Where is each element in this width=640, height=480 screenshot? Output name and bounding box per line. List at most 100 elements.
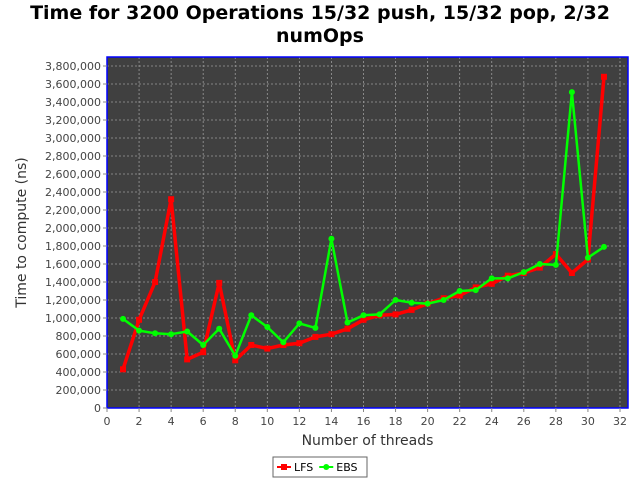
series-ebs-point <box>408 299 415 306</box>
series-ebs-point <box>168 331 175 338</box>
x-tick-label: 32 <box>613 415 627 428</box>
series-ebs-point <box>200 342 207 348</box>
y-tick-label: 2,800,000 <box>45 150 101 163</box>
series-lfs-point <box>232 357 239 364</box>
x-tick-label: 4 <box>168 415 175 428</box>
y-tick-label: 800,000 <box>56 330 102 343</box>
series-lfs-point <box>184 356 191 363</box>
legend-marker-ebs <box>323 464 330 470</box>
series-ebs-point <box>136 327 143 334</box>
series-lfs-point <box>392 311 399 318</box>
series-ebs-point <box>296 320 303 327</box>
series-lfs-point <box>568 270 575 276</box>
series-lfs-point <box>344 325 351 332</box>
series-ebs-point <box>328 235 335 242</box>
series-ebs-point <box>392 297 399 303</box>
series-ebs-point <box>312 324 319 331</box>
y-tick-label: 0 <box>94 402 101 415</box>
y-tick-label: 2,200,000 <box>45 204 101 217</box>
series-lfs-point <box>120 366 127 373</box>
series-lfs-point <box>152 279 159 285</box>
series-lfs-point <box>408 306 415 313</box>
chart-title: Time for 3200 Operations 15/32 push, 15/… <box>30 2 610 47</box>
series-lfs-point <box>456 292 463 299</box>
plot-frame <box>106 56 629 409</box>
series-ebs-point <box>232 352 239 359</box>
y-tick-label: 1,600,000 <box>45 258 101 271</box>
series-ebs-point <box>376 311 383 318</box>
series-lfs-point <box>248 342 255 348</box>
x-tick-label: 2 <box>136 415 143 428</box>
series-ebs-point <box>456 288 463 294</box>
y-tick-label: 3,800,000 <box>45 60 101 73</box>
series-lfs-point <box>216 279 223 286</box>
series-lfs-point <box>536 264 543 271</box>
series-lfs-point <box>296 340 303 347</box>
series-lfs-point <box>360 316 367 323</box>
series-ebs-point <box>520 269 527 276</box>
series-ebs-point <box>216 325 223 332</box>
series-lfs-point <box>600 73 607 80</box>
series-lfs-point <box>264 345 271 352</box>
y-tick-label: 1,400,000 <box>45 276 101 289</box>
series-layer <box>120 73 607 373</box>
y-tick-label: 2,400,000 <box>45 186 101 199</box>
series-lfs-point <box>168 196 175 203</box>
series-ebs-point <box>248 312 255 319</box>
series-ebs-point <box>280 339 287 346</box>
y-tick-label: 2,600,000 <box>45 168 101 181</box>
legend-label-ebs: EBS <box>336 461 357 474</box>
x-tick-label: 12 <box>292 415 306 428</box>
x-tick-label: 14 <box>324 415 338 428</box>
y-tick-label: 600,000 <box>56 348 102 361</box>
x-axis-label: Number of threads <box>302 433 434 449</box>
series-lfs-point <box>328 331 335 338</box>
plot-area <box>107 57 628 408</box>
x-tick-label: 22 <box>453 415 467 428</box>
series-ebs-point <box>600 243 607 250</box>
legend: LFS EBS <box>272 456 368 478</box>
series-ebs-point <box>120 315 127 322</box>
series-lfs-point <box>312 333 319 340</box>
y-tick-label: 3,400,000 <box>45 96 101 109</box>
y-axis: 0 200,000 400,000 600,000 800,000 1,000,000 1,… <box>45 60 107 415</box>
series-ebs <box>120 89 607 359</box>
y-tick-label: 3,000,000 <box>45 132 101 145</box>
x-tick-label: 20 <box>421 415 435 428</box>
series-ebs-point <box>584 254 591 261</box>
x-tick-label: 28 <box>549 415 563 428</box>
legend-label-lfs: LFS <box>294 461 313 474</box>
x-axis: 0 2 4 6 8 10 12 14 16 18 20 22 24 26 28 30 32 <box>104 408 627 428</box>
y-tick-label: 1,200,000 <box>45 294 101 307</box>
x-tick-label: 18 <box>389 415 403 428</box>
series-ebs-point <box>360 312 367 319</box>
series-lfs-point <box>136 316 143 323</box>
y-tick-label: 3,200,000 <box>45 114 101 127</box>
x-tick-label: 0 <box>104 415 111 428</box>
series-lfs-point <box>200 349 207 356</box>
series-ebs-point <box>504 275 511 282</box>
y-tick-label: 1,800,000 <box>45 240 101 253</box>
x-tick-label: 8 <box>232 415 239 428</box>
y-axis-label: Time to compute (ns) <box>14 157 30 309</box>
legend-marker-lfs <box>281 464 287 470</box>
series-ebs-point <box>264 324 271 330</box>
y-tick-label: 200,000 <box>56 384 102 397</box>
x-tick-label: 26 <box>517 415 531 428</box>
series-lfs-point <box>488 280 495 287</box>
y-tick-label: 1,000,000 <box>45 312 101 325</box>
y-tick-label: 2,000,000 <box>45 222 101 235</box>
series-ebs-point <box>536 261 543 267</box>
y-tick-label: 3,600,000 <box>45 78 101 91</box>
x-tick-label: 30 <box>581 415 595 428</box>
series-ebs-point <box>568 89 575 96</box>
x-tick-label: 16 <box>356 415 370 428</box>
series-ebs-point <box>424 300 431 307</box>
x-tick-label: 6 <box>200 415 207 428</box>
series-ebs-point <box>488 275 495 282</box>
series-ebs-point <box>344 319 351 326</box>
series-ebs-point <box>472 287 479 294</box>
x-tick-label: 10 <box>260 415 274 428</box>
series-ebs-point <box>184 328 191 335</box>
